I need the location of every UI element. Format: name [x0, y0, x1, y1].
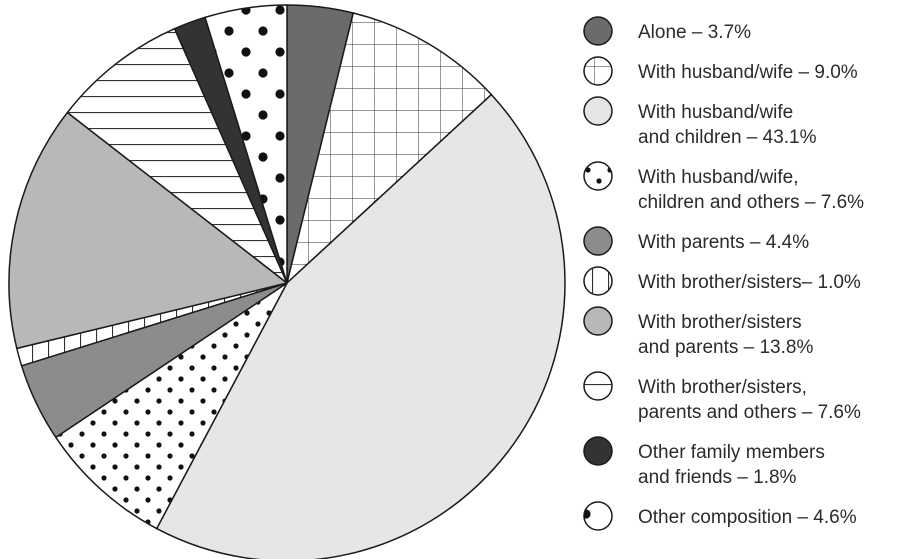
legend-swatch-with-brother-sisters-1-0: [583, 266, 613, 296]
legend-label: With brother/sisters,: [638, 377, 807, 398]
pie-slice-with-brother-sisters: [8, 111, 288, 350]
legend-label: With husband/wife: [638, 102, 793, 123]
pie-slice-with-husband-wife: [55, 282, 288, 530]
legend-item-with-brother-sisters-1-0: With brother/sisters– 1.0%: [583, 266, 861, 296]
legend-label: With husband/wife,: [638, 167, 799, 188]
legend-item-with-husband-wife: With husband/wife, children and others – …: [583, 161, 864, 213]
legend-swatch-with-brother-sisters: [583, 371, 613, 401]
legend-item-with-brother-sisters: With brother/sisters, parents and others …: [583, 371, 861, 423]
legend-swatch-other-family-members: [583, 436, 613, 466]
legend-label: and parents – 13.8%: [638, 337, 813, 358]
legend-label: With brother/sisters: [638, 312, 802, 333]
legend-swatch-with-husband-wife: [583, 96, 613, 126]
legend-swatch-with-husband-wife-9-0: [583, 56, 613, 86]
legend-item-with-brother-sisters: With brother/sisters and parents – 13.8%: [583, 306, 813, 358]
pie-slice-with-husband-wife: [155, 93, 566, 559]
legend-item-with-husband-wife: With husband/wife and children – 43.1%: [583, 96, 817, 148]
pie-slice-with-brother-sisters: [66, 27, 288, 284]
legend-label: Alone – 3.7%: [638, 22, 751, 43]
legend-label: With husband/wife – 9.0%: [638, 62, 858, 83]
legend-label: parents and others – 7.6%: [638, 402, 861, 423]
legend-label: Other composition – 4.6%: [638, 507, 857, 528]
legend-label: children and others – 7.6%: [638, 192, 864, 213]
legend: Alone – 3.7% With husband/wife – 9.0% With…: [583, 16, 864, 531]
legend-item-with-husband-wife-9-0: With husband/wife – 9.0%: [583, 56, 858, 86]
pie-slice-with-husband-wife-9-0: [286, 12, 493, 284]
pie-slices: [8, 4, 566, 559]
legend-item-with-parents-4-4: With parents – 4.4%: [583, 226, 809, 256]
pie-slice-other-composition-4-6: [204, 4, 288, 284]
legend-swatch-with-husband-wife: [583, 161, 613, 191]
legend-label: With brother/sisters– 1.0%: [638, 272, 861, 293]
legend-label: With parents – 4.4%: [638, 232, 809, 253]
legend-label: and friends – 1.8%: [638, 467, 797, 488]
legend-item-other-family-members: Other family members and friends – 1.8%: [583, 436, 825, 488]
legend-item-alone-3-7: Alone – 3.7%: [583, 16, 751, 46]
legend-swatch-alone-3-7: [583, 16, 613, 46]
legend-label: Other family members: [638, 442, 825, 463]
legend-swatch-with-brother-sisters: [583, 306, 613, 336]
legend-swatch-other-composition-4-6: [583, 501, 613, 531]
legend-item-other-composition-4-6: Other composition – 4.6%: [583, 501, 857, 531]
legend-swatch-with-parents-4-4: [583, 226, 613, 256]
legend-label: and children – 43.1%: [638, 127, 817, 148]
